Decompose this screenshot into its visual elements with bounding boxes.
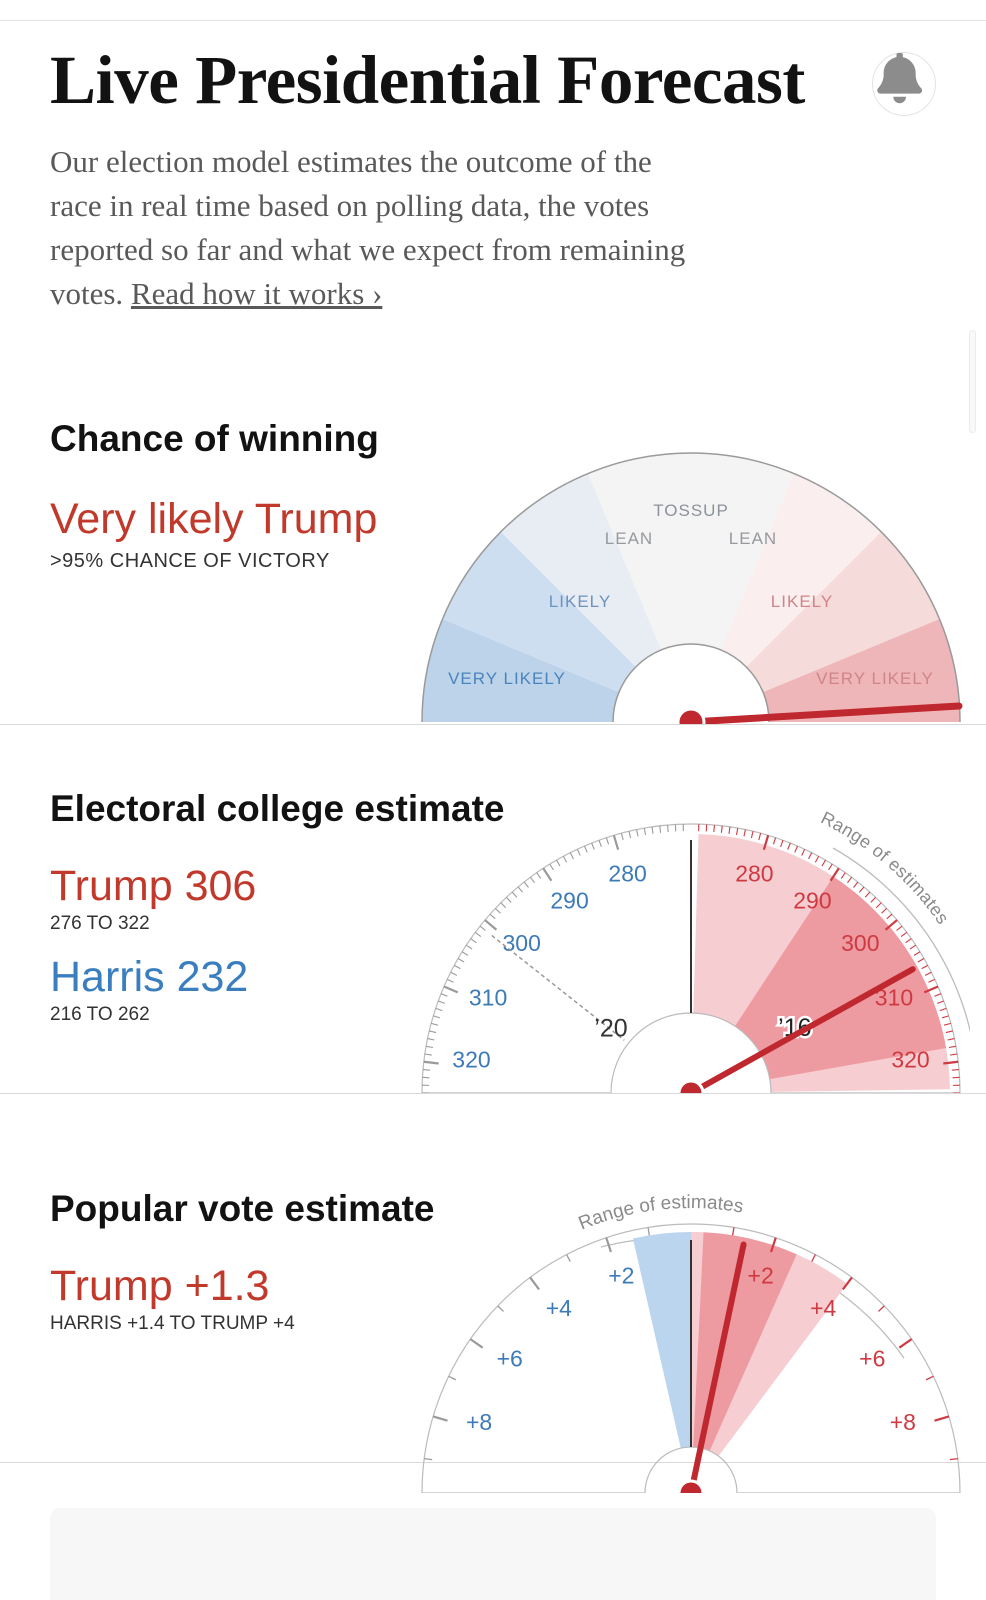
svg-text:290: 290 <box>550 887 588 913</box>
svg-text:+2: +2 <box>608 1262 634 1288</box>
svg-text:+4: +4 <box>546 1295 572 1321</box>
svg-text:320: 320 <box>891 1046 929 1072</box>
svg-text:300: 300 <box>503 930 541 956</box>
svg-text:’20: ’20 <box>594 1015 627 1043</box>
svg-text:LEAN: LEAN <box>729 529 777 548</box>
svg-text:LIKELY: LIKELY <box>771 592 833 611</box>
svg-text:Range of estimates: Range of estimates <box>576 1193 745 1234</box>
svg-text:290: 290 <box>793 887 831 913</box>
svg-text:+8: +8 <box>890 1409 916 1435</box>
svg-text:VERY LIKELY: VERY LIKELY <box>448 669 566 688</box>
svg-text:TOSSUP: TOSSUP <box>653 501 729 520</box>
svg-text:VERY LIKELY: VERY LIKELY <box>816 669 934 688</box>
svg-text:320: 320 <box>452 1046 490 1072</box>
svg-text:280: 280 <box>735 860 773 886</box>
svg-text:LIKELY: LIKELY <box>549 592 611 611</box>
svg-text:300: 300 <box>841 930 879 956</box>
svg-text:LEAN: LEAN <box>605 529 653 548</box>
svg-text:+4: +4 <box>810 1295 836 1321</box>
svg-text:+2: +2 <box>748 1262 774 1288</box>
svg-text:+6: +6 <box>859 1346 885 1372</box>
svg-text:+6: +6 <box>497 1346 523 1372</box>
svg-text:+8: +8 <box>466 1409 492 1435</box>
svg-text:280: 280 <box>608 860 646 886</box>
svg-text:310: 310 <box>469 984 507 1010</box>
